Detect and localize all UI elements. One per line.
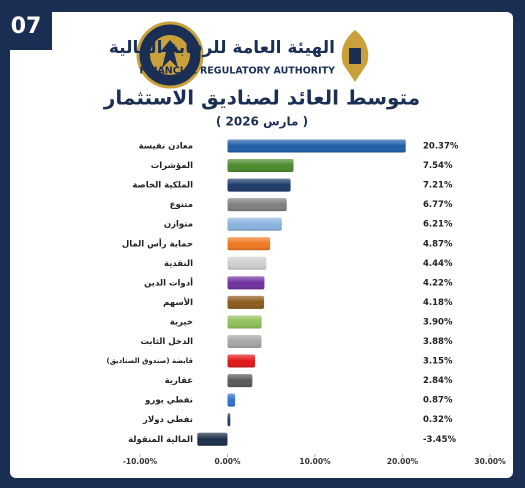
category-label: خيرية bbox=[170, 317, 193, 327]
bar-sheen bbox=[227, 374, 253, 388]
category-label: معادن نفيسة bbox=[139, 142, 193, 152]
category-label: المؤشرات bbox=[151, 161, 193, 171]
value-label: 4.44% bbox=[423, 259, 453, 269]
x-tick-label: 0.00% bbox=[214, 457, 241, 466]
badge: 07 bbox=[11, 14, 42, 39]
bar-sheen bbox=[227, 178, 291, 192]
category-label: المالية المنقولة bbox=[128, 435, 193, 445]
value-label: 3.15% bbox=[423, 357, 453, 367]
value-label: 7.54% bbox=[423, 161, 453, 171]
category-label: متوازن bbox=[164, 220, 193, 230]
value-label: 0.87% bbox=[423, 396, 453, 406]
value-label: -3.45% bbox=[423, 435, 456, 445]
category-label: عقارية bbox=[165, 376, 193, 386]
chart-title: متوسط العائد لصناديق الاستثمار bbox=[103, 86, 420, 110]
category-label: نفطي دولار bbox=[142, 415, 193, 425]
category-label: الملكية الخاصة bbox=[132, 181, 193, 191]
value-label: 4.18% bbox=[423, 298, 453, 308]
bar-sheen bbox=[227, 139, 406, 153]
bar-sheen bbox=[227, 413, 231, 427]
value-label: 3.90% bbox=[423, 317, 453, 327]
bar-sheen bbox=[227, 295, 265, 309]
value-label: 6.21% bbox=[423, 220, 453, 230]
badge-bg bbox=[0, 0, 52, 50]
bar-sheen bbox=[227, 256, 267, 270]
value-label: 20.37% bbox=[423, 142, 459, 152]
bar-sheen bbox=[197, 432, 228, 446]
x-tick-label: -10.00% bbox=[123, 457, 158, 466]
value-label: 6.77% bbox=[423, 200, 453, 210]
value-label: 4.87% bbox=[423, 239, 453, 249]
category-label: النقدية bbox=[164, 259, 193, 269]
bar-sheen bbox=[227, 237, 271, 251]
authority-en: FINANCIAL REGULATORY AUTHORITY bbox=[139, 66, 335, 77]
category-label: أدوات الدين bbox=[144, 276, 193, 288]
value-label: 3.88% bbox=[423, 337, 453, 347]
category-label: حماية رأس المال bbox=[122, 237, 193, 249]
value-label: 2.84% bbox=[423, 376, 453, 386]
category-label: نفطي يورو bbox=[144, 396, 193, 406]
chart-subtitle: ( مارس 2026 ) bbox=[216, 115, 308, 129]
value-label: 4.22% bbox=[423, 278, 453, 288]
bar-sheen bbox=[227, 276, 265, 290]
bar-sheen bbox=[227, 198, 287, 212]
category-label: قابضة (صندوق الصناديق) bbox=[107, 357, 194, 365]
value-label: 7.21% bbox=[423, 181, 453, 191]
bar-sheen bbox=[227, 393, 236, 407]
bar-sheen bbox=[227, 159, 294, 173]
x-tick-label: 20.00% bbox=[387, 457, 419, 466]
bar-sheen bbox=[227, 354, 256, 368]
logo bbox=[136, 21, 369, 89]
category-label: الدخل الثابت bbox=[140, 337, 193, 347]
authority-ar: الهيئة العامة للرقابة المالية bbox=[109, 38, 335, 58]
x-tick-label: 10.00% bbox=[299, 457, 331, 466]
x-tick-label: 30.00% bbox=[474, 457, 506, 466]
category-label: متنوع bbox=[170, 200, 193, 210]
category-label: الأسهم bbox=[163, 297, 193, 308]
value-label: 0.32% bbox=[423, 415, 453, 425]
bar-sheen bbox=[227, 217, 282, 231]
bar-sheen bbox=[227, 335, 262, 348]
bar-sheen bbox=[227, 315, 262, 329]
